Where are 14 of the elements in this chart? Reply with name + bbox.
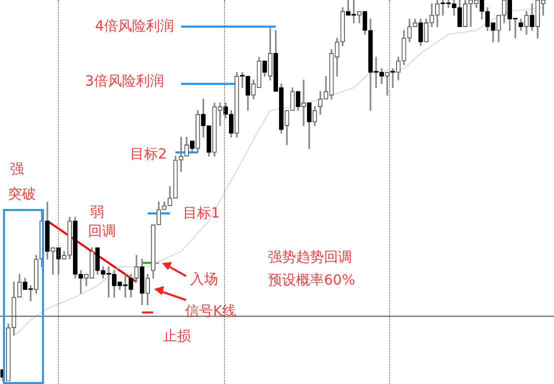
candlestick xyxy=(50,247,56,275)
annotation: 弱 xyxy=(90,204,104,221)
annotation: 3倍风险利润 xyxy=(85,74,164,90)
annotation: 目标1 xyxy=(183,206,220,222)
annotation: 入场 xyxy=(190,272,218,288)
annotation: 强势趋势回调 xyxy=(268,250,352,266)
annotation: 信号K线 xyxy=(185,304,236,320)
annotation: 强 xyxy=(10,162,24,178)
annotation: 止损 xyxy=(163,328,191,345)
annotation: 预设概率60% xyxy=(268,272,356,289)
annotation: 回调 xyxy=(88,224,116,240)
annotation: 4倍风险利润 xyxy=(95,18,174,35)
annotation: 目标2 xyxy=(130,146,167,163)
annotation: 突破 xyxy=(8,186,36,203)
